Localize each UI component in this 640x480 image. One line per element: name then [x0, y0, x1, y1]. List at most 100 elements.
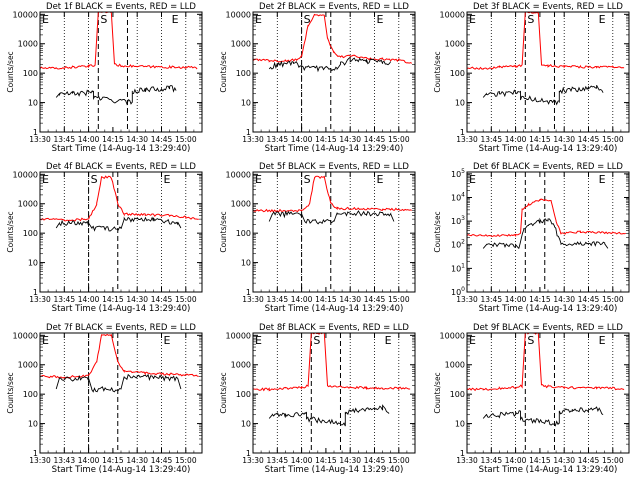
x-tick-label: 15:00 — [175, 295, 197, 304]
panel-title: Det 6f BLACK = Events, RED = LLD — [473, 162, 623, 172]
y-axis-label: Counts/sec — [6, 51, 15, 92]
x-tick-label: 13:30 — [456, 456, 478, 465]
x-tick-label: 14:30 — [126, 135, 148, 144]
x-tick-label: 14:00 — [291, 456, 313, 465]
marker-label: E — [255, 13, 262, 26]
x-tick-label: 13:43 — [53, 456, 75, 465]
x-tick-label: 13:45 — [480, 295, 502, 304]
events-series-line — [482, 406, 604, 427]
lld-series-line — [40, 175, 199, 222]
y-tick-label: 1000 — [231, 40, 251, 49]
x-tick-label: 15:00 — [388, 295, 410, 304]
events-series-line — [55, 84, 177, 106]
y-tick-label: 10 — [28, 99, 38, 108]
x-tick-label: 13:45 — [53, 135, 75, 144]
x-tick-label: 15:00 — [175, 135, 197, 144]
lld-series-line — [467, 198, 626, 237]
marker-label: E — [385, 334, 392, 347]
x-axis-label: Start Time (14-Aug-14 13:29:40) — [265, 465, 404, 475]
x-tick-label: 14:15 — [102, 456, 124, 465]
x-tick-label: 14:30 — [339, 295, 361, 304]
lld-series-line — [253, 333, 411, 392]
panel-title: Det 9f BLACK = Events, RED = LLD — [473, 323, 623, 333]
marker-label: E — [172, 13, 179, 26]
lld-series-line — [253, 13, 413, 64]
marker-label: S — [527, 13, 534, 26]
x-tick-label: 15:00 — [388, 456, 410, 465]
lld-series-line — [253, 175, 412, 213]
x-tick-label: 14:15 — [529, 295, 551, 304]
x-tick-label: 14:00 — [505, 456, 527, 465]
y-tick-label: 100 — [236, 69, 251, 78]
x-tick-label: 13:45 — [480, 456, 502, 465]
y-axis-label: Counts/sec — [433, 211, 442, 252]
y-tick-label: 10000 — [226, 170, 251, 179]
x-tick-label: 13:30 — [242, 295, 264, 304]
x-tick-label: 13:45 — [266, 135, 288, 144]
marker-label: E — [255, 173, 262, 186]
x-tick-label: 14:45 — [364, 456, 386, 465]
y-tick-label: 100 — [23, 390, 38, 399]
panel-title: Det 7f BLACK = Events, RED = LLD — [46, 323, 196, 333]
panel-title: Det 2f BLACK = Events, RED = LLD — [259, 2, 409, 12]
x-tick-label: 14:45 — [151, 456, 173, 465]
x-axis-label: Start Time (14-Aug-14 13:29:40) — [52, 304, 191, 314]
y-tick-label: 100 — [450, 69, 465, 78]
marker-label: E — [469, 334, 476, 347]
y-tick-label: 1 — [246, 449, 251, 458]
y-tick-label: 1000 — [445, 40, 465, 49]
marker-label: E — [599, 334, 606, 347]
y-tick-label: 10000 — [13, 170, 38, 179]
x-axis-label: Start Time (14-Aug-14 13:29:40) — [265, 144, 404, 154]
y-tick-label: 10 — [455, 420, 465, 429]
x-tick-label: 14:15 — [315, 456, 337, 465]
x-tick-label: 15:00 — [602, 456, 624, 465]
x-axis-label: Start Time (14-Aug-14 13:29:40) — [479, 465, 618, 475]
x-tick-label: 14:15 — [529, 456, 551, 465]
x-tick-label: 13:30 — [29, 135, 51, 144]
y-tick-label: 10 — [28, 420, 38, 429]
x-tick-label: 14:15 — [529, 135, 551, 144]
marker-label: E — [255, 334, 262, 347]
x-tick-label: 14:30 — [126, 456, 148, 465]
events-series-line — [482, 217, 609, 249]
events-series-line — [268, 404, 390, 427]
marker-label: E — [377, 13, 384, 26]
x-tick-label: 13:30 — [29, 456, 51, 465]
marker-label: S — [304, 173, 311, 186]
x-tick-label: 13:45 — [480, 135, 502, 144]
marker-label: E — [164, 334, 171, 347]
y-tick-label: 1000 — [231, 200, 251, 209]
y-tick-label: 100 — [236, 390, 251, 399]
y-tick-label: 10000 — [13, 331, 38, 340]
marker-label: S — [304, 13, 311, 26]
x-tick-label: 14:45 — [578, 295, 600, 304]
y-tick-label: 10 — [241, 99, 251, 108]
y-tick-label: 104 — [451, 191, 465, 202]
marker-label: E — [42, 13, 49, 26]
x-tick-label: 15:00 — [388, 135, 410, 144]
marker-label: S — [100, 13, 107, 26]
x-tick-label: 14:45 — [578, 135, 600, 144]
y-tick-label: 10 — [241, 420, 251, 429]
x-tick-label: 13:45 — [266, 456, 288, 465]
x-tick-label: 14:45 — [364, 295, 386, 304]
y-tick-label: 10000 — [226, 10, 251, 19]
x-tick-label: 14:00 — [505, 295, 527, 304]
x-tick-label: 15:00 — [602, 295, 624, 304]
y-tick-label: 1000 — [18, 361, 38, 370]
marker-label: S — [527, 334, 534, 347]
y-tick-label: 10000 — [440, 10, 465, 19]
events-series-line — [268, 210, 395, 225]
x-axis-label: Start Time (14-Aug-14 13:29:40) — [52, 465, 191, 475]
marker-label: E — [164, 173, 171, 186]
x-tick-label: 14:00 — [291, 135, 313, 144]
marker-label: E — [42, 334, 49, 347]
y-tick-label: 100 — [451, 286, 465, 297]
x-tick-label: 14:15 — [102, 135, 124, 144]
x-tick-label: 13:30 — [242, 456, 264, 465]
